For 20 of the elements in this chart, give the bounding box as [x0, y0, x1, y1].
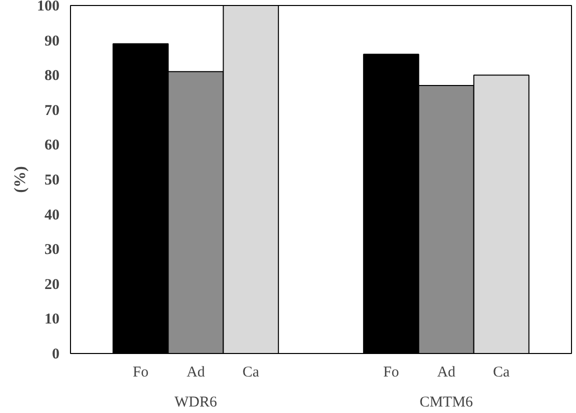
y-tick-label: 40	[44, 207, 60, 224]
y-tick-label: 20	[44, 276, 60, 293]
series-label: Ad	[186, 364, 206, 380]
series-label: Fo	[132, 364, 149, 380]
y-tick-label: 60	[44, 138, 60, 154]
y-tick-label: 50	[44, 172, 60, 188]
y-tick-label: 80	[44, 68, 60, 84]
y-tick-label: 10	[44, 312, 60, 328]
y-tick-label: 0	[52, 346, 60, 362]
y-tick-label: 100	[37, 0, 60, 14]
y-tick-label: 70	[44, 102, 60, 119]
text: Ca	[493, 364, 510, 380]
text: Fo	[383, 364, 400, 380]
x-tick-label: CMTM6	[420, 394, 474, 410]
text: Ad	[437, 364, 456, 380]
series-label: Ca	[242, 364, 260, 380]
y-tick-label: 30	[44, 242, 60, 258]
y-tick-label: 90	[44, 33, 60, 50]
y-axis-title: (%)	[12, 166, 29, 193]
x-tick-label: WDR6	[174, 394, 218, 410]
